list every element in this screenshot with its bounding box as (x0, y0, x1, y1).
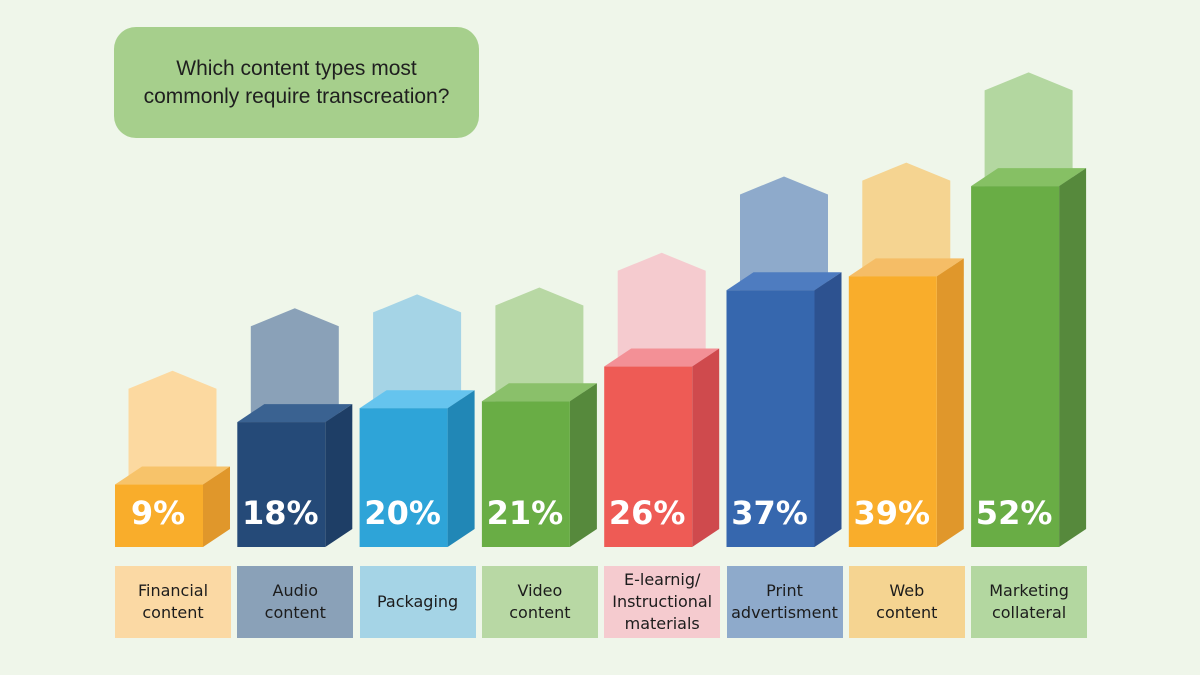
category-label-7: Web content (848, 566, 965, 638)
chart-title-box: Which content types most commonly requir… (114, 27, 479, 138)
category-label-line: Video (517, 581, 563, 600)
bar-8 (971, 186, 1060, 547)
category-label-line: E-learnig/ (623, 570, 701, 589)
value-label-4: 21% (487, 494, 564, 532)
value-label-6: 37% (731, 494, 808, 532)
ghost-arrow-3 (373, 294, 462, 409)
category-label-line: Instructional (612, 592, 713, 611)
bar-7 (848, 276, 937, 547)
category-label-line: content (264, 603, 326, 622)
ghost-arrow-8 (984, 72, 1073, 187)
category-label-line: materials (624, 614, 700, 633)
bar-side-2 (325, 404, 353, 547)
bar-side-1 (203, 466, 230, 547)
bar-top-3 (359, 390, 475, 409)
bar-top-7 (848, 258, 964, 277)
category-label-1: Financial content (115, 566, 231, 638)
category-label-8: Marketing collateral (971, 566, 1088, 638)
ghost-arrow-1 (128, 370, 217, 485)
category-label-line: Web (889, 581, 925, 600)
bar-side-5 (692, 348, 720, 547)
category-label-line: Marketing (989, 581, 1069, 600)
category-label-line: content (142, 603, 204, 622)
ghost-arrow-7 (862, 162, 951, 277)
bar-top-2 (237, 404, 353, 423)
category-label-line: collateral (991, 603, 1067, 622)
category-label-line: advertisment (731, 603, 838, 622)
bar-1 (115, 484, 203, 547)
value-label-5: 26% (609, 494, 686, 532)
bar-side-3 (447, 390, 475, 547)
bar-top-5 (604, 348, 720, 367)
bar-side-6 (814, 272, 842, 547)
bar-top-1 (115, 466, 230, 485)
category-label-3: Packaging (359, 566, 476, 638)
bar-2 (237, 422, 326, 547)
category-label-line: Financial (137, 581, 209, 600)
category-label-line: content (509, 603, 571, 622)
ghost-arrow-6 (740, 176, 828, 291)
bar-5 (604, 366, 693, 547)
value-label-8: 52% (976, 494, 1053, 532)
ghost-arrow-4 (495, 287, 584, 402)
category-label-line: Packaging (376, 592, 459, 611)
category-label-line: Audio (272, 581, 319, 600)
chart-title-line-2: commonly require transcreation? (143, 84, 450, 108)
bar-side-7 (936, 258, 964, 547)
bar-side-8 (1059, 168, 1087, 547)
value-label-1: 9% (131, 494, 185, 532)
category-label-line: Print (766, 581, 803, 600)
category-label-6: Print advertisment (726, 566, 843, 638)
category-label-line: content (876, 603, 938, 622)
chart-title-line-1: Which content types most (176, 56, 417, 80)
value-label-3: 20% (364, 494, 441, 532)
bar-4 (481, 401, 570, 547)
category-label-4: Video content (481, 566, 598, 638)
value-label-7: 39% (854, 494, 931, 532)
bar-top-6 (726, 272, 842, 291)
ghost-arrow-5 (617, 252, 706, 367)
bar-top-8 (971, 168, 1087, 187)
bar-3 (359, 408, 448, 547)
ghost-arrow-2 (250, 308, 339, 423)
category-label-5: E-learnig/Instructional materials (604, 566, 721, 638)
bar-6 (726, 290, 815, 547)
category-label-2: Audio content (237, 566, 354, 638)
bar-side-4 (569, 383, 597, 547)
value-label-2: 18% (242, 494, 319, 532)
bar-top-4 (481, 383, 597, 402)
